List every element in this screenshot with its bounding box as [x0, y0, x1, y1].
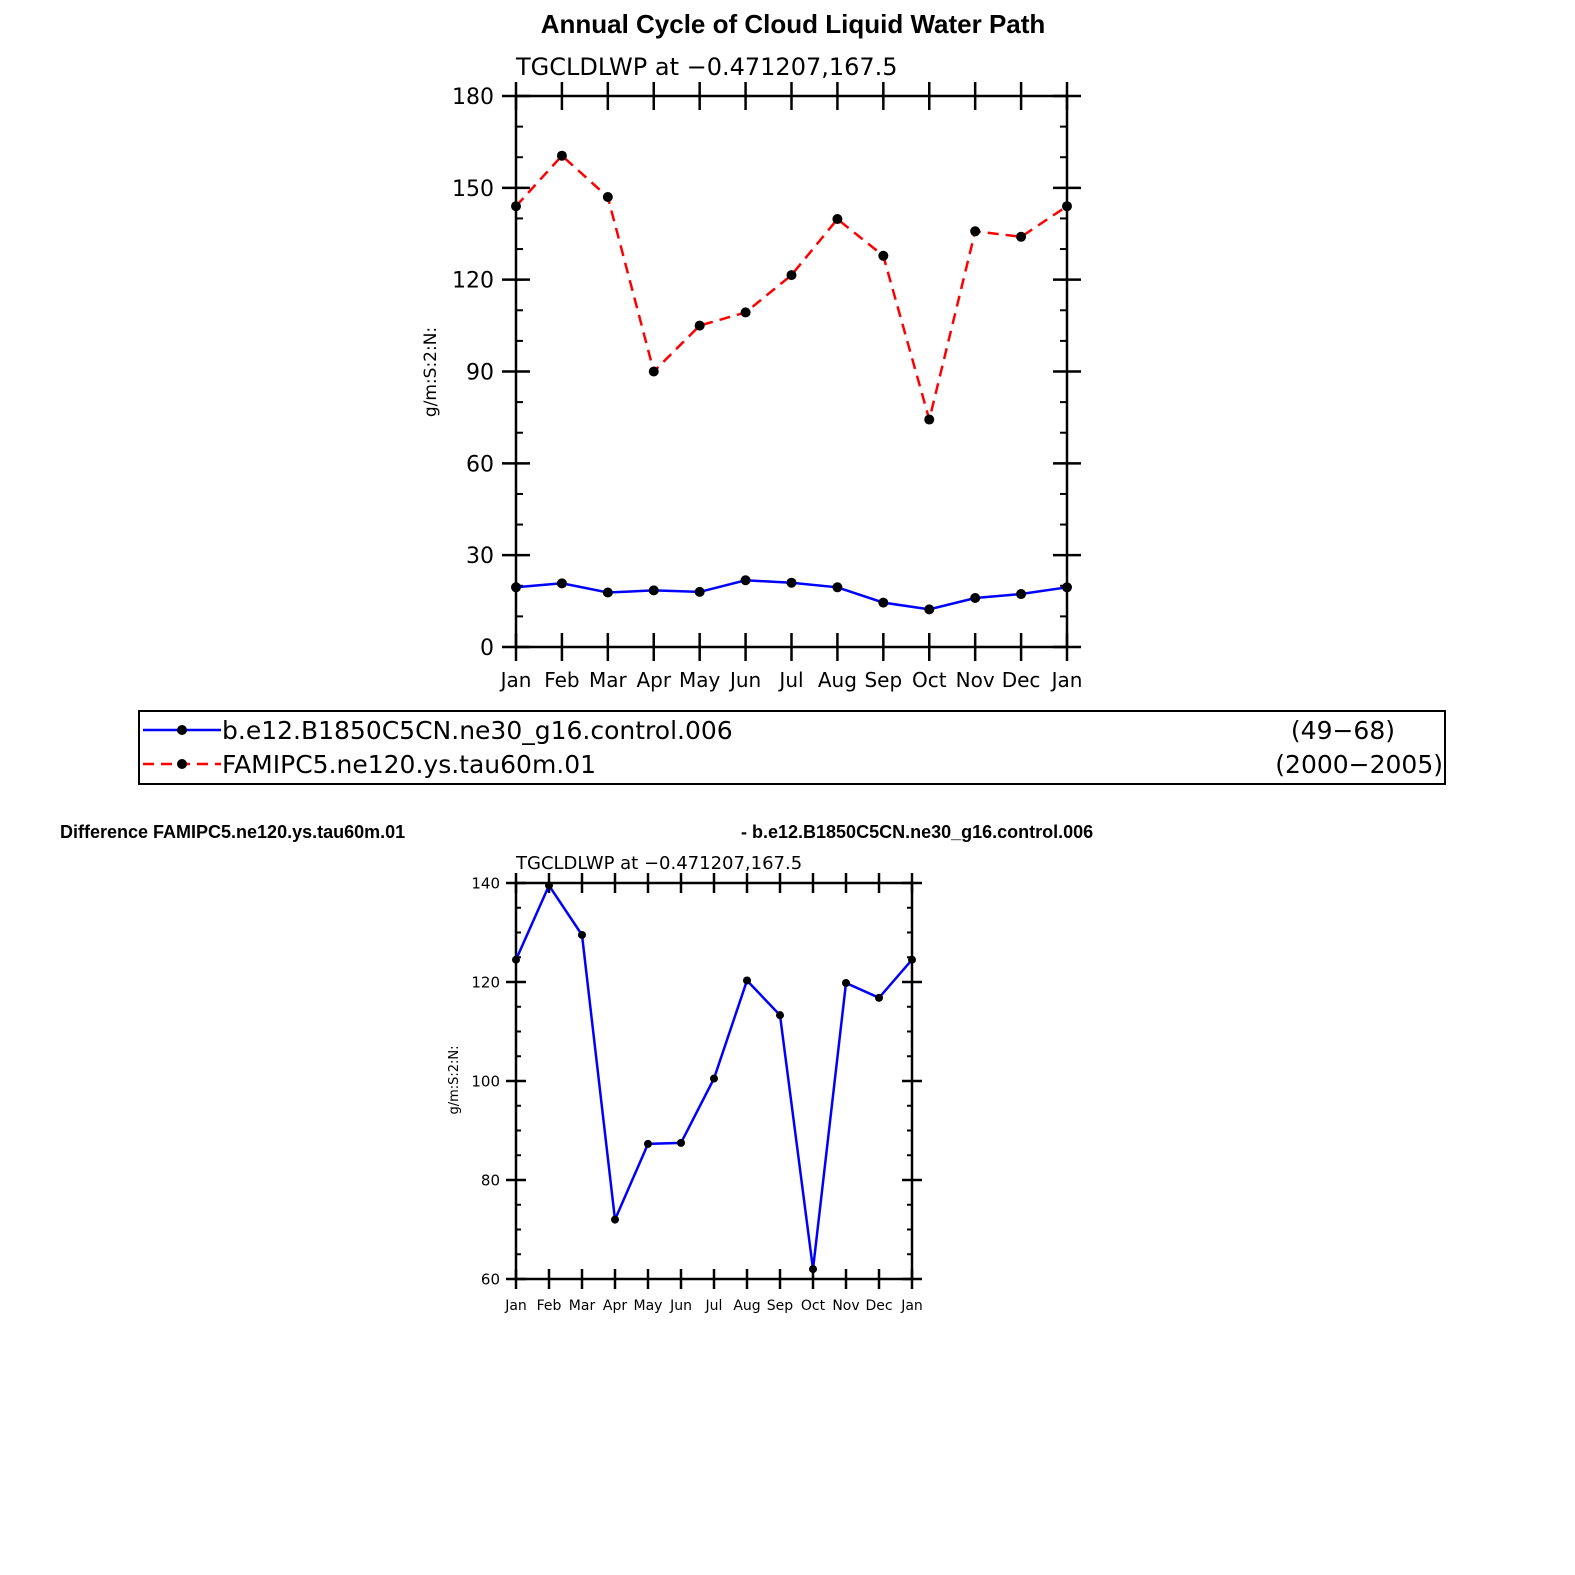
data-point — [545, 881, 553, 890]
difference-title-left: Difference FAMIPC5.ne120.ys.tau60m.01 — [60, 822, 405, 842]
x-tick-label: Jan — [499, 668, 532, 692]
x-tick-label: Apr — [636, 668, 671, 692]
legend-years-control: (49−68) — [1291, 716, 1395, 745]
data-point — [740, 575, 751, 586]
x-tick-label: Oct — [801, 1298, 826, 1314]
data-point — [1062, 582, 1072, 593]
x-tick-label: Jan — [504, 1298, 527, 1314]
legend-label-control: b.e12.B1850C5CN.ne30_g16.control.006 — [222, 716, 733, 745]
x-tick-label: Jun — [728, 668, 761, 692]
data-point — [710, 1074, 718, 1083]
data-point — [875, 993, 883, 1002]
data-point — [644, 1139, 652, 1148]
y-tick-label: 60 — [481, 1270, 500, 1288]
data-point — [602, 192, 613, 203]
data-point — [740, 307, 751, 318]
x-tick-label: Jan — [1050, 668, 1083, 692]
y-tick-label: 120 — [471, 973, 500, 991]
x-tick-label: Feb — [544, 668, 579, 692]
y-tick-label: 150 — [452, 177, 494, 202]
y-tick-label: 60 — [466, 452, 494, 477]
legend: b.e12.B1850C5CN.ne30_g16.control.006 (49… — [138, 710, 1446, 785]
data-point — [511, 582, 521, 593]
x-tick-label: Mar — [589, 668, 628, 692]
data-point — [809, 1265, 817, 1274]
data-point — [677, 1138, 685, 1147]
data-point — [511, 201, 521, 212]
x-tick-label: Dec — [1002, 668, 1041, 692]
data-point — [743, 976, 751, 985]
chart1-frame — [514, 94, 1069, 649]
difference-title-right: - b.e12.B1850C5CN.ne30_g16.control.006 — [741, 822, 1093, 842]
x-tick-label: Jul — [777, 668, 803, 692]
data-point — [786, 577, 797, 588]
data-point — [512, 955, 520, 964]
x-tick-label: Jun — [669, 1298, 692, 1314]
data-point — [578, 930, 586, 939]
x-tick-label: Oct — [912, 668, 947, 692]
data-point — [970, 226, 981, 237]
x-tick-label: May — [634, 1298, 663, 1314]
legend-marker-famipc5 — [177, 759, 187, 769]
data-point — [648, 585, 659, 596]
data-point — [1016, 231, 1027, 242]
y-tick-label: 120 — [452, 269, 494, 294]
data-point — [878, 250, 889, 261]
x-tick-label: Aug — [733, 1298, 760, 1314]
x-tick-label: Apr — [603, 1298, 627, 1314]
x-tick-label: Feb — [537, 1298, 562, 1314]
x-tick-label: Aug — [818, 668, 857, 692]
y-tick-label: 80 — [481, 1171, 500, 1189]
main-title: Annual Cycle of Cloud Liquid Water Path — [541, 9, 1046, 39]
x-tick-label: Jan — [900, 1298, 923, 1314]
difference-chart: TGCLDLWP at −0.471207,167.5 g/m:S:2:N: 6… — [447, 853, 923, 1314]
chart1-subtitle: TGCLDLWP at −0.471207,167.5 — [515, 53, 898, 81]
data-point — [970, 593, 981, 604]
x-tick-label: Nov — [832, 1298, 859, 1314]
data-point — [924, 414, 935, 425]
data-point — [878, 597, 889, 608]
chart1-ylabel: g/m:S:2:N: — [421, 327, 441, 417]
data-point — [694, 586, 705, 597]
legend-label-famipc5: FAMIPC5.ne120.ys.tau60m.01 — [222, 750, 596, 779]
data-point — [611, 1215, 619, 1224]
y-tick-label: 30 — [466, 544, 494, 569]
y-tick-label: 180 — [452, 85, 494, 110]
data-point — [1016, 589, 1027, 600]
chart2-subtitle: TGCLDLWP at −0.471207,167.5 — [515, 853, 802, 874]
annual-cycle-chart: TGCLDLWP at −0.471207,167.5 g/m:S:2:N: 0… — [421, 53, 1082, 692]
x-tick-label: Sep — [864, 668, 902, 692]
y-tick-label: 0 — [480, 636, 494, 661]
data-point — [776, 1011, 784, 1020]
series-line-famipc5 — [515, 153, 1068, 425]
data-point — [842, 978, 850, 987]
legend-marker-control — [177, 725, 187, 735]
data-point — [694, 320, 705, 331]
data-point — [556, 150, 567, 161]
data-point — [832, 214, 843, 225]
x-tick-label: May — [679, 668, 721, 692]
x-tick-label: Dec — [865, 1298, 892, 1314]
x-tick-label: Nov — [956, 668, 995, 692]
data-point — [832, 582, 843, 593]
y-tick-label: 140 — [471, 874, 500, 892]
data-point — [602, 587, 613, 598]
y-tick-label: 90 — [466, 360, 494, 385]
x-tick-label: Sep — [767, 1298, 794, 1314]
data-point — [908, 955, 916, 964]
x-tick-label: Jul — [705, 1298, 723, 1314]
chart2-ylabel: g/m:S:2:N: — [447, 1045, 462, 1114]
legend-years-famipc5: (2000−2005) — [1275, 750, 1443, 779]
data-point — [648, 366, 659, 377]
x-tick-label: Mar — [569, 1298, 596, 1314]
data-point — [786, 270, 797, 281]
data-point — [556, 578, 567, 589]
legend-box — [138, 710, 1446, 785]
data-point — [1062, 201, 1072, 212]
data-point — [924, 604, 935, 615]
y-tick-label: 100 — [471, 1072, 500, 1090]
